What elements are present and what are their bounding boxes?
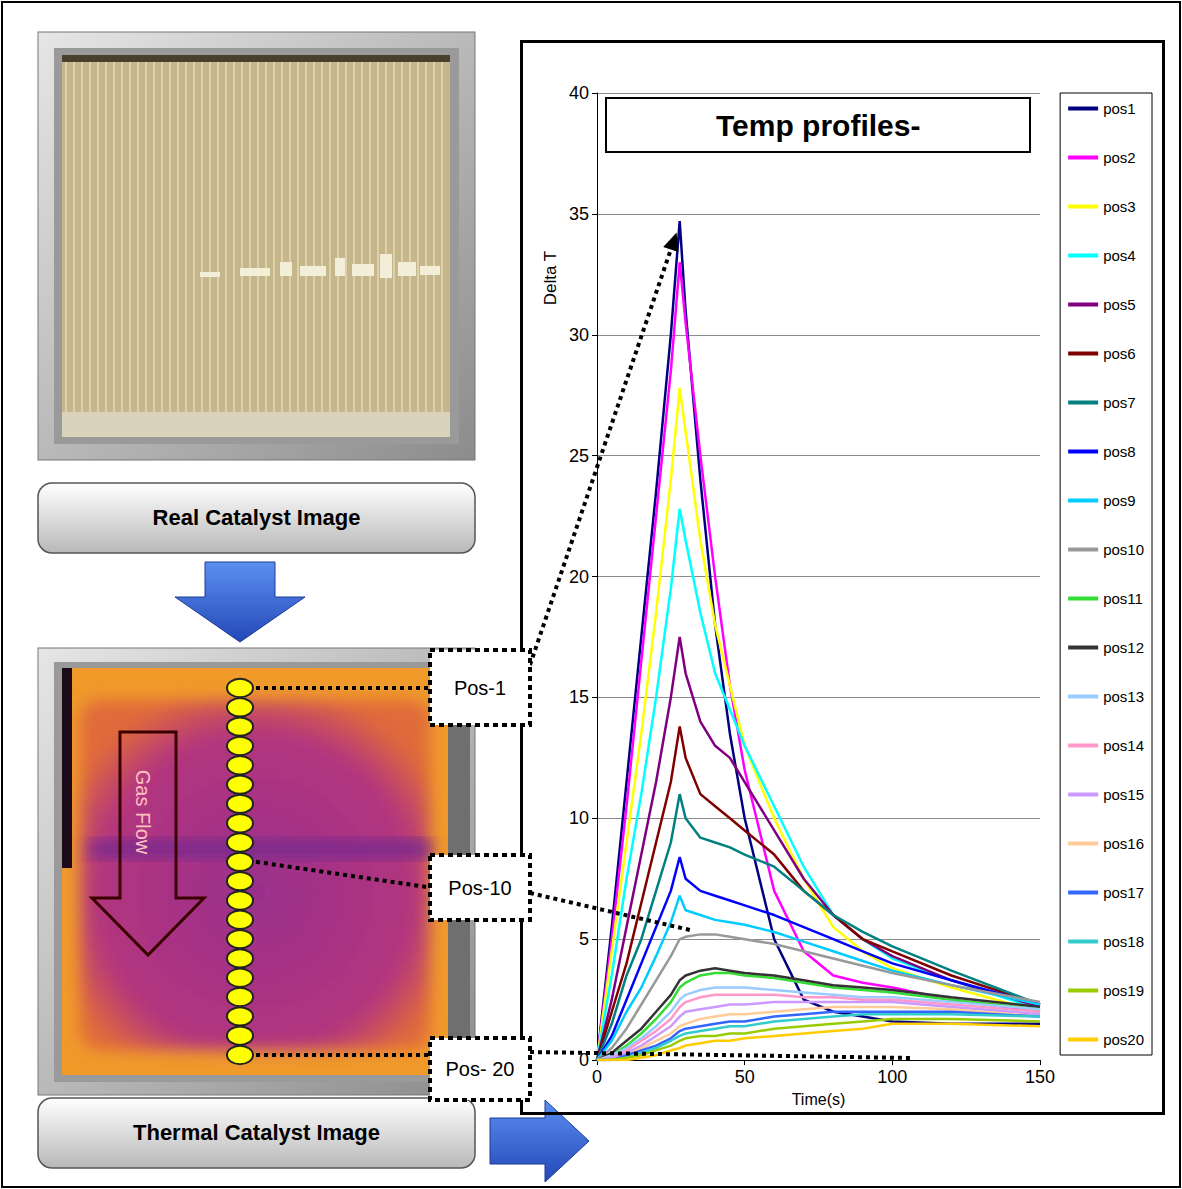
svg-text:Real Catalyst Image: Real Catalyst Image xyxy=(153,505,361,530)
svg-text:10: 10 xyxy=(569,808,589,828)
svg-text:Thermal Catalyst Image: Thermal Catalyst Image xyxy=(133,1120,380,1145)
svg-text:pos4: pos4 xyxy=(1103,247,1136,264)
svg-text:pos11: pos11 xyxy=(1103,590,1143,607)
svg-text:50: 50 xyxy=(735,1067,755,1087)
svg-text:pos1: pos1 xyxy=(1103,100,1136,117)
svg-text:Pos-10: Pos-10 xyxy=(448,877,511,899)
svg-text:20: 20 xyxy=(569,567,589,587)
svg-text:pos6: pos6 xyxy=(1103,345,1136,362)
svg-text:pos19: pos19 xyxy=(1103,982,1144,999)
svg-text:pos14: pos14 xyxy=(1103,737,1144,754)
svg-text:100: 100 xyxy=(877,1067,907,1087)
svg-text:150: 150 xyxy=(1025,1067,1055,1087)
svg-text:Temp profiles-: Temp profiles- xyxy=(716,109,920,142)
svg-text:pos2: pos2 xyxy=(1103,149,1136,166)
svg-text:15: 15 xyxy=(569,687,589,707)
svg-text:pos16: pos16 xyxy=(1103,835,1144,852)
svg-text:pos13: pos13 xyxy=(1103,688,1144,705)
svg-text:pos15: pos15 xyxy=(1103,786,1144,803)
svg-text:pos3: pos3 xyxy=(1103,198,1136,215)
svg-text:5: 5 xyxy=(579,929,589,949)
svg-text:pos10: pos10 xyxy=(1103,541,1144,558)
svg-text:pos8: pos8 xyxy=(1103,443,1136,460)
svg-text:0: 0 xyxy=(592,1067,602,1087)
svg-text:30: 30 xyxy=(569,325,589,345)
svg-text:pos18: pos18 xyxy=(1103,933,1144,950)
svg-text:40: 40 xyxy=(569,83,589,103)
svg-text:0: 0 xyxy=(579,1050,589,1070)
svg-text:Pos-1: Pos-1 xyxy=(454,677,506,699)
svg-text:pos9: pos9 xyxy=(1103,492,1136,509)
svg-text:pos17: pos17 xyxy=(1103,884,1144,901)
svg-text:Pos- 20: Pos- 20 xyxy=(446,1058,515,1080)
svg-text:Gas Flow: Gas Flow xyxy=(132,770,154,855)
svg-text:35: 35 xyxy=(569,204,589,224)
svg-text:pos12: pos12 xyxy=(1103,639,1144,656)
svg-text:25: 25 xyxy=(569,446,589,466)
svg-text:pos7: pos7 xyxy=(1103,394,1136,411)
svg-text:Time(s): Time(s) xyxy=(792,1091,846,1108)
svg-text:pos20: pos20 xyxy=(1103,1031,1144,1048)
svg-text:Delta T: Delta T xyxy=(541,251,560,306)
svg-text:pos5: pos5 xyxy=(1103,296,1136,313)
